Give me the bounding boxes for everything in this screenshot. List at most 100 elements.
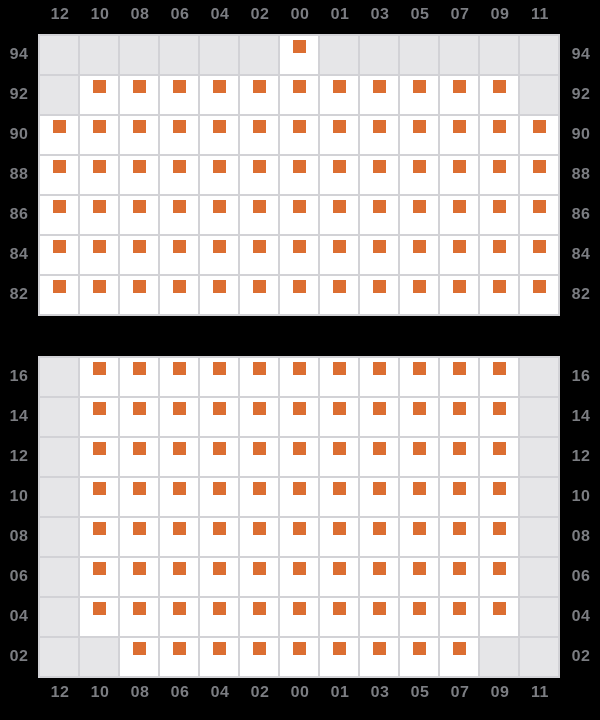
cell-94-12 <box>40 36 78 74</box>
x-axis-top: 12100806040200010305070911 <box>40 4 560 26</box>
data-marker <box>293 80 306 93</box>
data-marker <box>373 240 386 253</box>
cell-10-08 <box>120 478 158 516</box>
cell-06-10 <box>80 558 118 596</box>
cell-02-02 <box>240 638 278 676</box>
data-marker <box>133 362 146 375</box>
cell-86-03 <box>360 196 398 234</box>
cell-12-01 <box>320 438 358 476</box>
cell-08-04 <box>200 518 238 556</box>
data-marker <box>173 280 186 293</box>
data-marker <box>253 200 266 213</box>
cell-90-07 <box>440 116 478 154</box>
y-axis-label: 88 <box>0 156 38 194</box>
cell-82-11 <box>520 276 558 314</box>
data-marker <box>133 200 146 213</box>
cell-90-11 <box>520 116 558 154</box>
cell-84-08 <box>120 236 158 274</box>
cell-04-03 <box>360 598 398 636</box>
data-marker <box>253 482 266 495</box>
x-axis-label: 00 <box>280 682 320 704</box>
data-marker <box>213 642 226 655</box>
data-marker <box>413 642 426 655</box>
cell-02-07 <box>440 638 478 676</box>
cell-82-00 <box>280 276 318 314</box>
cell-02-04 <box>200 638 238 676</box>
data-marker <box>213 160 226 173</box>
data-marker <box>413 482 426 495</box>
y-axis-left-bottom: 1614121008060402 <box>0 356 38 678</box>
cell-90-00 <box>280 116 318 154</box>
data-marker <box>93 482 106 495</box>
data-marker <box>173 240 186 253</box>
data-marker <box>453 562 466 575</box>
data-marker <box>293 200 306 213</box>
data-marker <box>333 602 346 615</box>
data-marker <box>493 240 506 253</box>
cell-04-07 <box>440 598 478 636</box>
cell-14-06 <box>160 398 198 436</box>
cell-94-07 <box>440 36 478 74</box>
data-marker <box>333 402 346 415</box>
cell-08-00 <box>280 518 318 556</box>
cell-90-05 <box>400 116 438 154</box>
cell-12-10 <box>80 438 118 476</box>
cell-92-00 <box>280 76 318 114</box>
x-axis-label: 11 <box>520 4 560 26</box>
x-axis-label: 08 <box>120 4 160 26</box>
data-marker <box>133 482 146 495</box>
y-axis-label: 08 <box>0 518 38 556</box>
data-marker <box>253 602 266 615</box>
cell-06-06 <box>160 558 198 596</box>
data-marker <box>453 362 466 375</box>
data-marker <box>93 602 106 615</box>
cell-84-03 <box>360 236 398 274</box>
y-axis-label: 94 <box>562 36 600 74</box>
data-marker <box>53 280 66 293</box>
cell-16-09 <box>480 358 518 396</box>
y-axis-label: 08 <box>562 518 600 556</box>
cell-90-10 <box>80 116 118 154</box>
cell-16-05 <box>400 358 438 396</box>
cell-14-05 <box>400 398 438 436</box>
x-axis-label: 10 <box>80 682 120 704</box>
cell-08-11 <box>520 518 558 556</box>
cell-92-08 <box>120 76 158 114</box>
data-marker <box>333 362 346 375</box>
data-marker <box>173 362 186 375</box>
y-axis-label: 10 <box>562 478 600 516</box>
cell-10-03 <box>360 478 398 516</box>
data-marker <box>493 80 506 93</box>
data-marker <box>173 442 186 455</box>
x-axis-label: 03 <box>360 682 400 704</box>
cell-86-09 <box>480 196 518 234</box>
cell-16-00 <box>280 358 318 396</box>
data-marker <box>293 442 306 455</box>
y-axis-label: 92 <box>562 76 600 114</box>
cell-06-03 <box>360 558 398 596</box>
data-marker <box>493 362 506 375</box>
x-axis-label: 07 <box>440 682 480 704</box>
cell-92-01 <box>320 76 358 114</box>
data-marker <box>453 482 466 495</box>
cell-02-00 <box>280 638 318 676</box>
y-axis-label: 86 <box>562 196 600 234</box>
cell-94-00 <box>280 36 318 74</box>
cell-16-01 <box>320 358 358 396</box>
cell-90-04 <box>200 116 238 154</box>
cell-16-03 <box>360 358 398 396</box>
cell-08-10 <box>80 518 118 556</box>
data-marker <box>333 522 346 535</box>
cell-04-06 <box>160 598 198 636</box>
data-marker <box>333 160 346 173</box>
cell-06-07 <box>440 558 478 596</box>
y-axis-label: 90 <box>562 116 600 154</box>
cell-88-03 <box>360 156 398 194</box>
data-marker <box>133 240 146 253</box>
cell-88-02 <box>240 156 278 194</box>
cell-86-07 <box>440 196 478 234</box>
data-marker <box>293 362 306 375</box>
cell-92-07 <box>440 76 478 114</box>
data-marker <box>133 562 146 575</box>
cell-94-02 <box>240 36 278 74</box>
